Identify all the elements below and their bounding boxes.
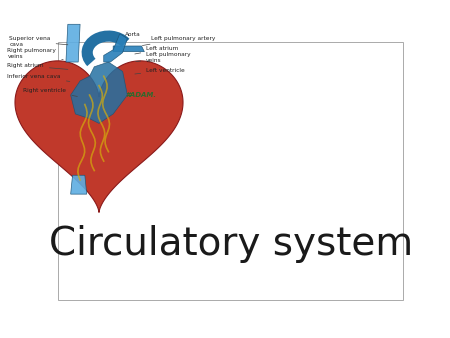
Polygon shape xyxy=(113,46,144,52)
Text: Aorta: Aorta xyxy=(117,32,140,40)
Polygon shape xyxy=(66,24,80,62)
Text: Right pulmonary
veins: Right pulmonary veins xyxy=(7,48,63,59)
Text: Right atrium: Right atrium xyxy=(7,63,68,69)
Text: Left pulmonary artery: Left pulmonary artery xyxy=(142,36,216,46)
Text: Superior vena
cava: Superior vena cava xyxy=(9,36,68,47)
Polygon shape xyxy=(71,62,127,123)
Polygon shape xyxy=(15,61,183,213)
Text: Circulatory system: Circulatory system xyxy=(49,224,413,263)
Text: Right ventricle: Right ventricle xyxy=(23,88,77,96)
Text: Left atrium: Left atrium xyxy=(135,46,179,54)
Text: Left ventricle: Left ventricle xyxy=(135,68,185,74)
Text: Inferior vena cava: Inferior vena cava xyxy=(7,74,70,81)
Text: #ADAM.: #ADAM. xyxy=(126,92,157,98)
Polygon shape xyxy=(71,175,87,194)
Polygon shape xyxy=(104,34,127,62)
Text: Left pulmonary
veins: Left pulmonary veins xyxy=(136,52,191,63)
